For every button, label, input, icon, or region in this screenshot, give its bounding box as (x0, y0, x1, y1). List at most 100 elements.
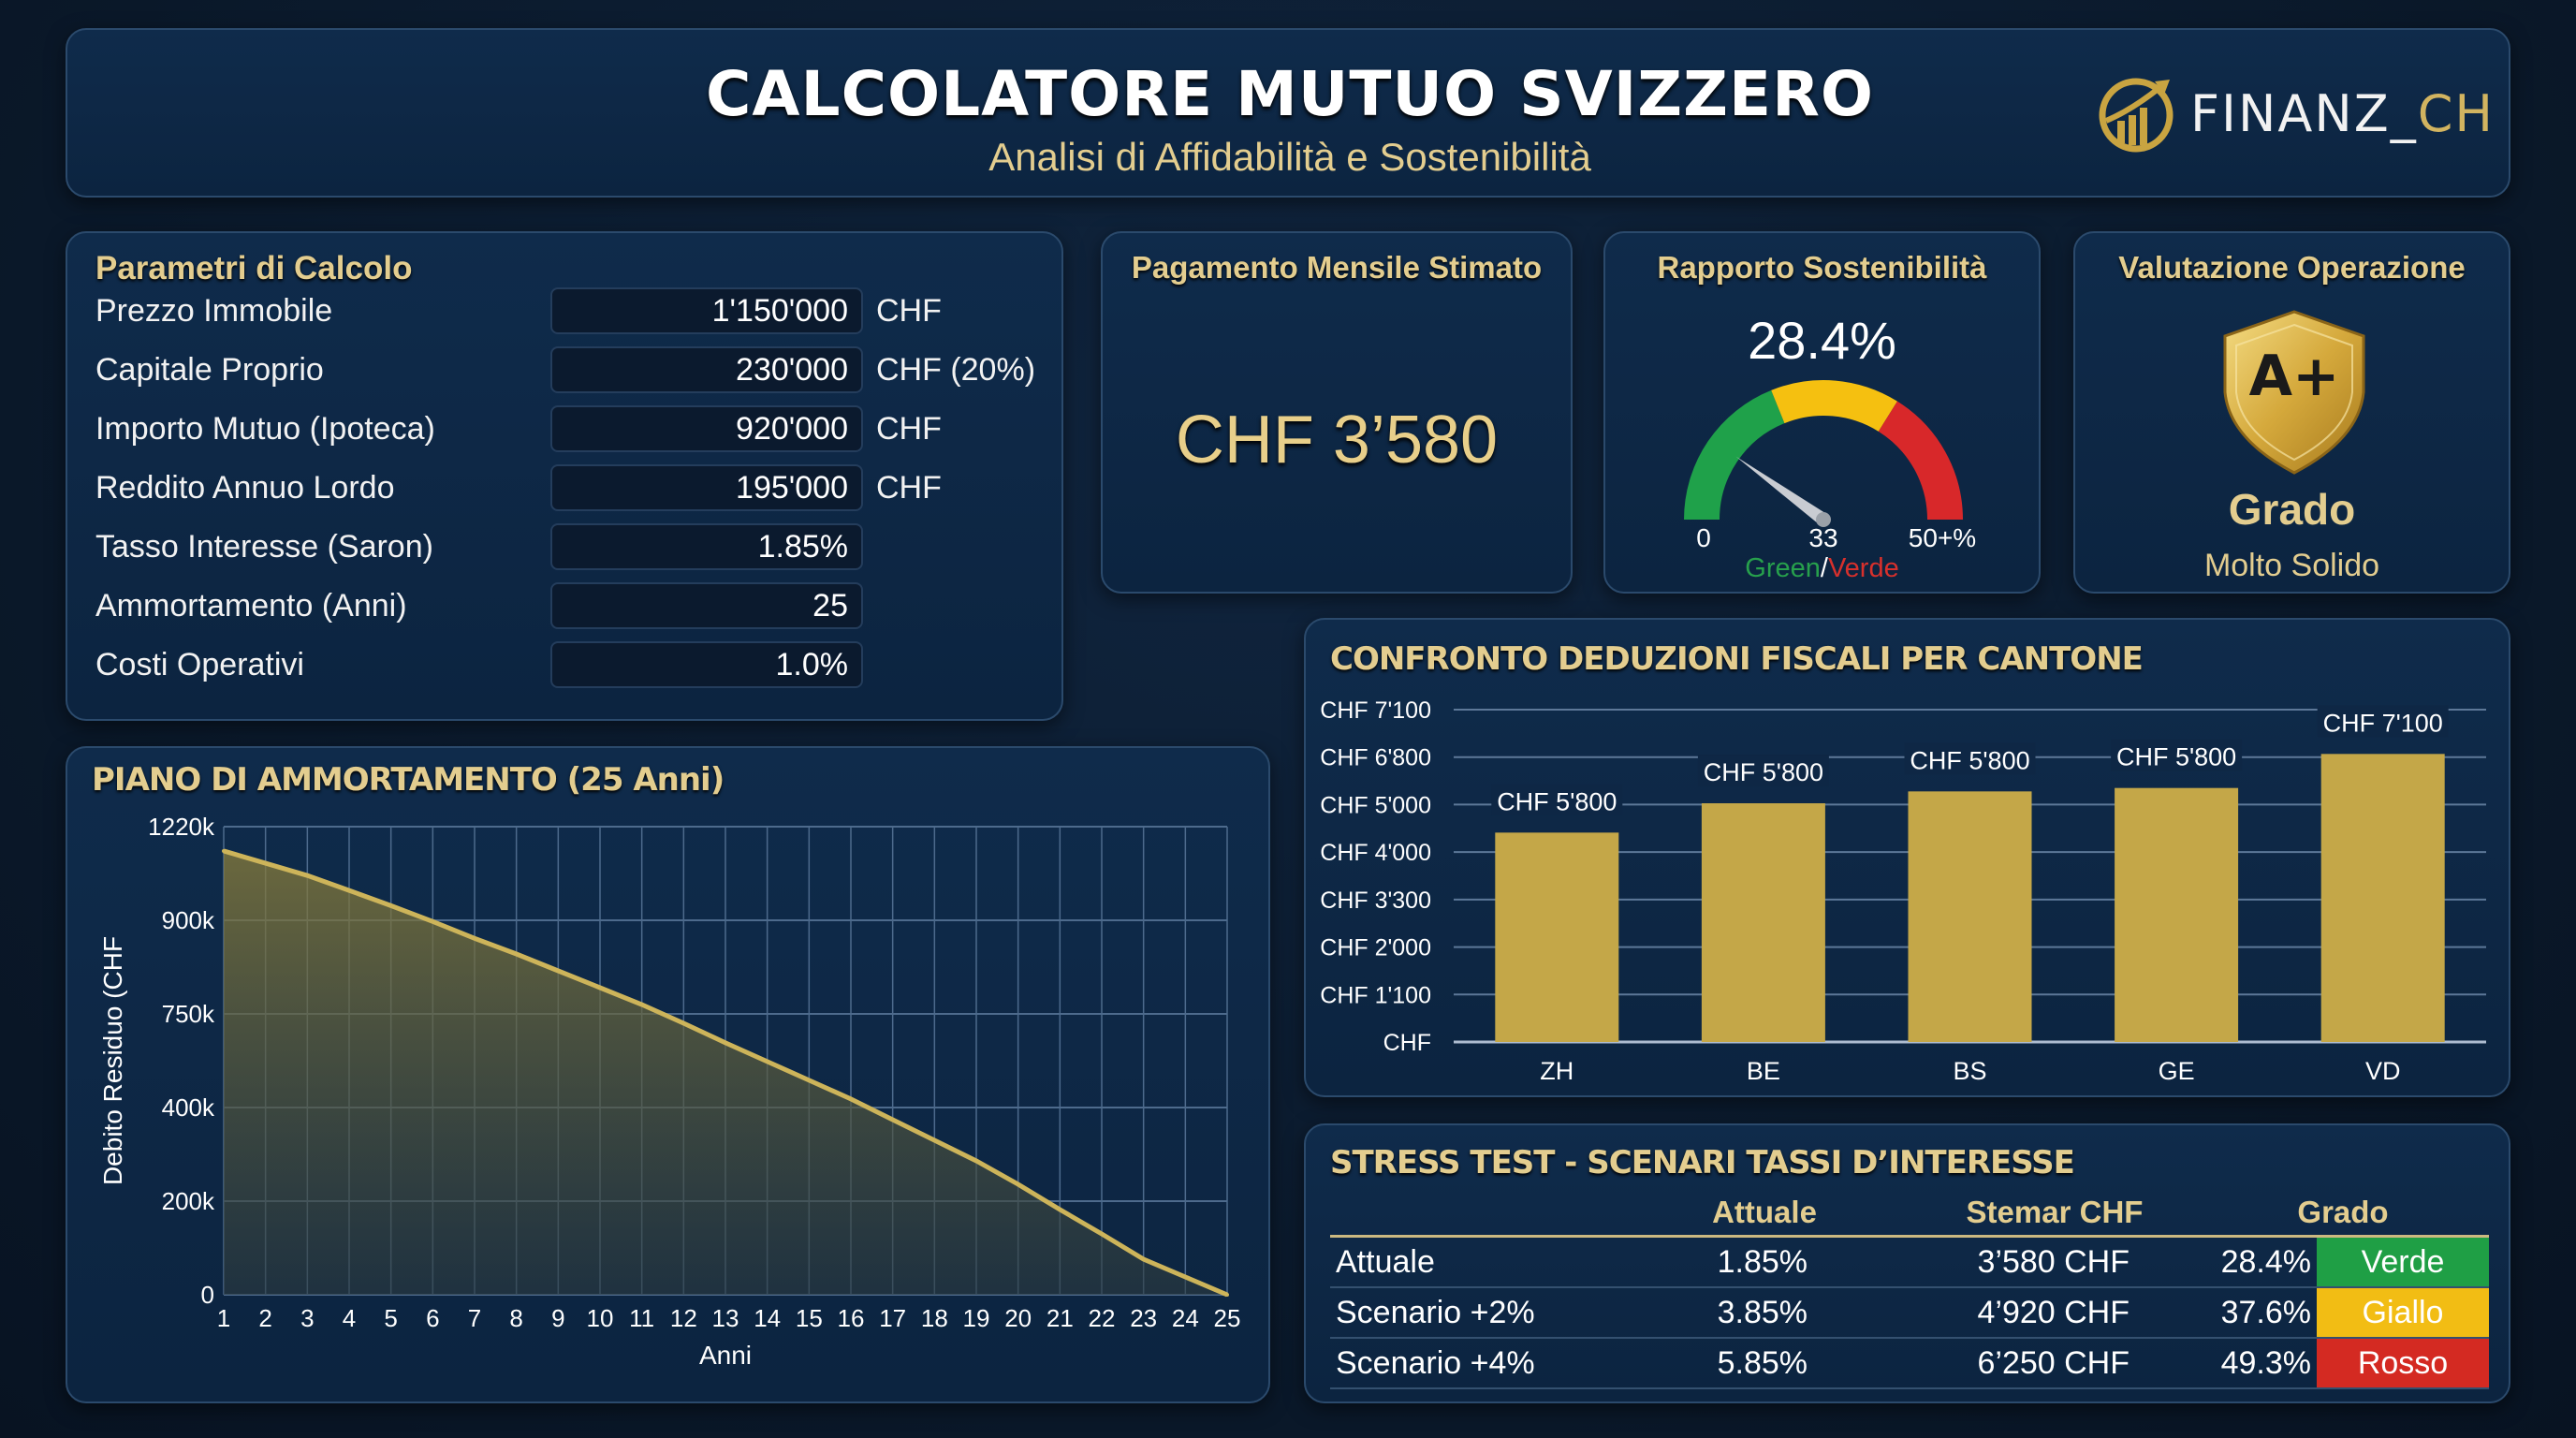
x-axis-title: Anni (699, 1341, 752, 1370)
gauge-red-segment (1878, 401, 1963, 521)
data-point (765, 1059, 769, 1064)
data-point (473, 936, 476, 941)
stress-header-grade: Grado (2297, 1195, 2389, 1229)
x-tick-label: 6 (426, 1304, 439, 1332)
param-input[interactable]: 230'000 (550, 346, 863, 393)
x-tick-label: 11 (629, 1304, 654, 1332)
scenario-grade-badge: Rosso (2317, 1339, 2489, 1387)
data-point (263, 861, 268, 866)
x-tick-label: 20 (1004, 1304, 1032, 1332)
params-panel: Parametri di Calcolo Prezzo Immobile 1'1… (66, 231, 1063, 721)
stress-title: STRESS TEST - SCENARI TASSI D’INTERESSE (1330, 1144, 2075, 1181)
data-point (724, 1040, 727, 1045)
x-tick-label: 13 (712, 1304, 739, 1332)
category-label: ZH (1540, 1057, 1573, 1085)
param-unit: CHF (876, 411, 942, 447)
y-tick-label: 200k (162, 1187, 215, 1215)
data-point (639, 1003, 644, 1006)
data-label: CHF 5'800 (1497, 787, 1617, 815)
param-input[interactable]: 1.0% (550, 641, 863, 688)
param-input[interactable]: 920'000 (550, 405, 863, 452)
param-label: Ammortamento (Anni) (95, 588, 407, 624)
data-label-bg (2111, 739, 2243, 771)
brand-logo: FINANZ_CH (2095, 71, 2495, 155)
param-input[interactable]: 195'000 (550, 464, 863, 511)
bar-bs (1908, 791, 2032, 1042)
bar-vd (2320, 754, 2445, 1042)
data-label-bg (1904, 742, 2036, 775)
grade-title: Valutazione Operazione (2118, 250, 2466, 285)
y-tick-label: CHF 7'100 (1320, 697, 1431, 724)
legend-separator: / (1820, 553, 1828, 583)
header-panel: CALCOLATORE MUTUO SVIZZERO Analisi di Af… (66, 28, 2510, 198)
data-point (598, 986, 602, 990)
y-tick-label: 0 (201, 1281, 214, 1309)
scenario-label: Scenario +4% (1336, 1345, 1535, 1381)
x-tick-label: 22 (1089, 1304, 1116, 1332)
stress-row: Attuale 1.85% 3’580 CHF 28.4% Verde (1330, 1238, 2489, 1288)
y-axis-title: Debito Residuo (CHF (98, 936, 127, 1185)
y-tick-label: CHF 2'000 (1320, 935, 1431, 961)
y-tick-label: CHF 3'300 (1320, 888, 1431, 914)
x-tick-label: 23 (1130, 1304, 1157, 1332)
scenario-payment: 3’580 CHF (1977, 1244, 2130, 1280)
x-tick-label: 21 (1046, 1304, 1074, 1332)
ratio-value: 28.4% (1748, 311, 1896, 370)
data-point (1141, 1257, 1146, 1261)
gauge-tick-mid: 33 (1808, 523, 1838, 552)
stress-header-payment: Stemar CHF (1966, 1195, 2144, 1229)
x-tick-label: 18 (921, 1304, 948, 1332)
x-tick-label: 14 (754, 1304, 781, 1332)
bar-ge (2115, 787, 2239, 1042)
param-label: Importo Mutuo (Ipoteca) (95, 411, 435, 447)
data-label: CHF 5'800 (1910, 746, 2029, 774)
stress-header-rate: Attuale (1712, 1195, 1817, 1229)
x-tick-label: 5 (384, 1304, 397, 1332)
data-point (974, 1159, 978, 1163)
category-label: BS (1953, 1057, 1986, 1085)
x-tick-label: 3 (300, 1304, 314, 1332)
amortization-title: PIANO DI AMMORTAMENTO (25 Anni) (92, 761, 724, 799)
scenario-ratio: 37.6% (2220, 1295, 2311, 1330)
x-tick-label: 7 (468, 1304, 481, 1332)
sustainability-gauge (1684, 380, 1963, 527)
param-input[interactable]: 25 (550, 582, 863, 629)
x-tick-label: 15 (796, 1304, 823, 1332)
data-point (388, 903, 393, 908)
x-tick-label: 25 (1214, 1304, 1241, 1332)
x-tick-label: 9 (551, 1304, 564, 1332)
param-label: Reddito Annuo Lordo (95, 470, 395, 506)
stress-header-divider (1330, 1235, 2489, 1238)
x-tick-label: 10 (587, 1304, 614, 1332)
scenario-rate: 1.85% (1717, 1244, 1808, 1280)
x-tick-label: 2 (258, 1304, 271, 1332)
params-title: Parametri di Calcolo (95, 250, 413, 286)
data-point (556, 969, 561, 973)
legend-green: Green (1745, 553, 1821, 583)
legend-red: Verde (1827, 553, 1899, 583)
data-label-bg (1491, 784, 1623, 816)
data-label: CHF 7'100 (2323, 709, 2443, 737)
amortization-panel: PIANO DI AMMORTAMENTO (25 Anni) 0 200k 400… (66, 746, 1270, 1403)
gauge-tick-max: 50+% (1908, 523, 1977, 552)
x-tick-label: 17 (879, 1304, 906, 1332)
amortization-area (224, 850, 1227, 1295)
scenario-label: Scenario +2% (1336, 1295, 1535, 1330)
stress-row: Scenario +4% 5.85% 6’250 CHF 49.3% Rosso (1330, 1339, 2489, 1389)
y-tick-label: CHF 5'000 (1320, 792, 1431, 818)
scenario-ratio: 28.4% (2220, 1244, 2311, 1280)
stress-panel: STRESS TEST - SCENARI TASSI D’INTERESSE … (1304, 1123, 2510, 1403)
tax-panel: CONFRONTO DEDUZIONI FISCALI PER CANTONE … (1304, 618, 2510, 1097)
gauge-needle-pivot (1816, 512, 1831, 527)
data-point (681, 1021, 686, 1025)
param-input[interactable]: 1'150'000 (550, 287, 863, 334)
scenario-payment: 4’920 CHF (1977, 1295, 2130, 1330)
param-input[interactable]: 1.85% (550, 523, 863, 570)
gold-shield-icon (2223, 310, 2365, 475)
grade-panel: Valutazione Operazione A+ Grado Molto So… (2073, 231, 2510, 594)
y-tick-label: 1220k (148, 813, 215, 841)
scenario-payment: 6’250 CHF (1977, 1345, 2130, 1381)
scenario-ratio: 49.3% (2220, 1345, 2311, 1381)
x-tick-label: 19 (963, 1304, 990, 1332)
data-point (347, 888, 351, 893)
